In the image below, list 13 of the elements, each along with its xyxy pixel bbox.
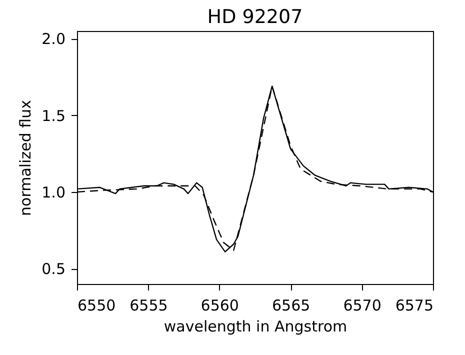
x-tick-label: 6565: [272, 296, 310, 314]
y-tick-label: 1.0: [42, 184, 66, 202]
y-axis-title: normalized flux: [16, 100, 35, 216]
x-tick-label: 6570: [343, 296, 382, 314]
y-tick-label: 0.5: [42, 260, 66, 278]
y-tick-label: 1.5: [42, 106, 66, 125]
y-tick-label: 2.0: [42, 30, 66, 48]
chart-title: HD 92207: [207, 6, 303, 28]
x-tick-label: 6575: [395, 296, 434, 314]
x-tick-label: 6555: [130, 296, 168, 314]
x-axis-title: wavelength in Angstrom: [164, 318, 348, 336]
x-tick-label: 6550: [78, 296, 116, 314]
x-tick-label: 6560: [200, 296, 239, 314]
